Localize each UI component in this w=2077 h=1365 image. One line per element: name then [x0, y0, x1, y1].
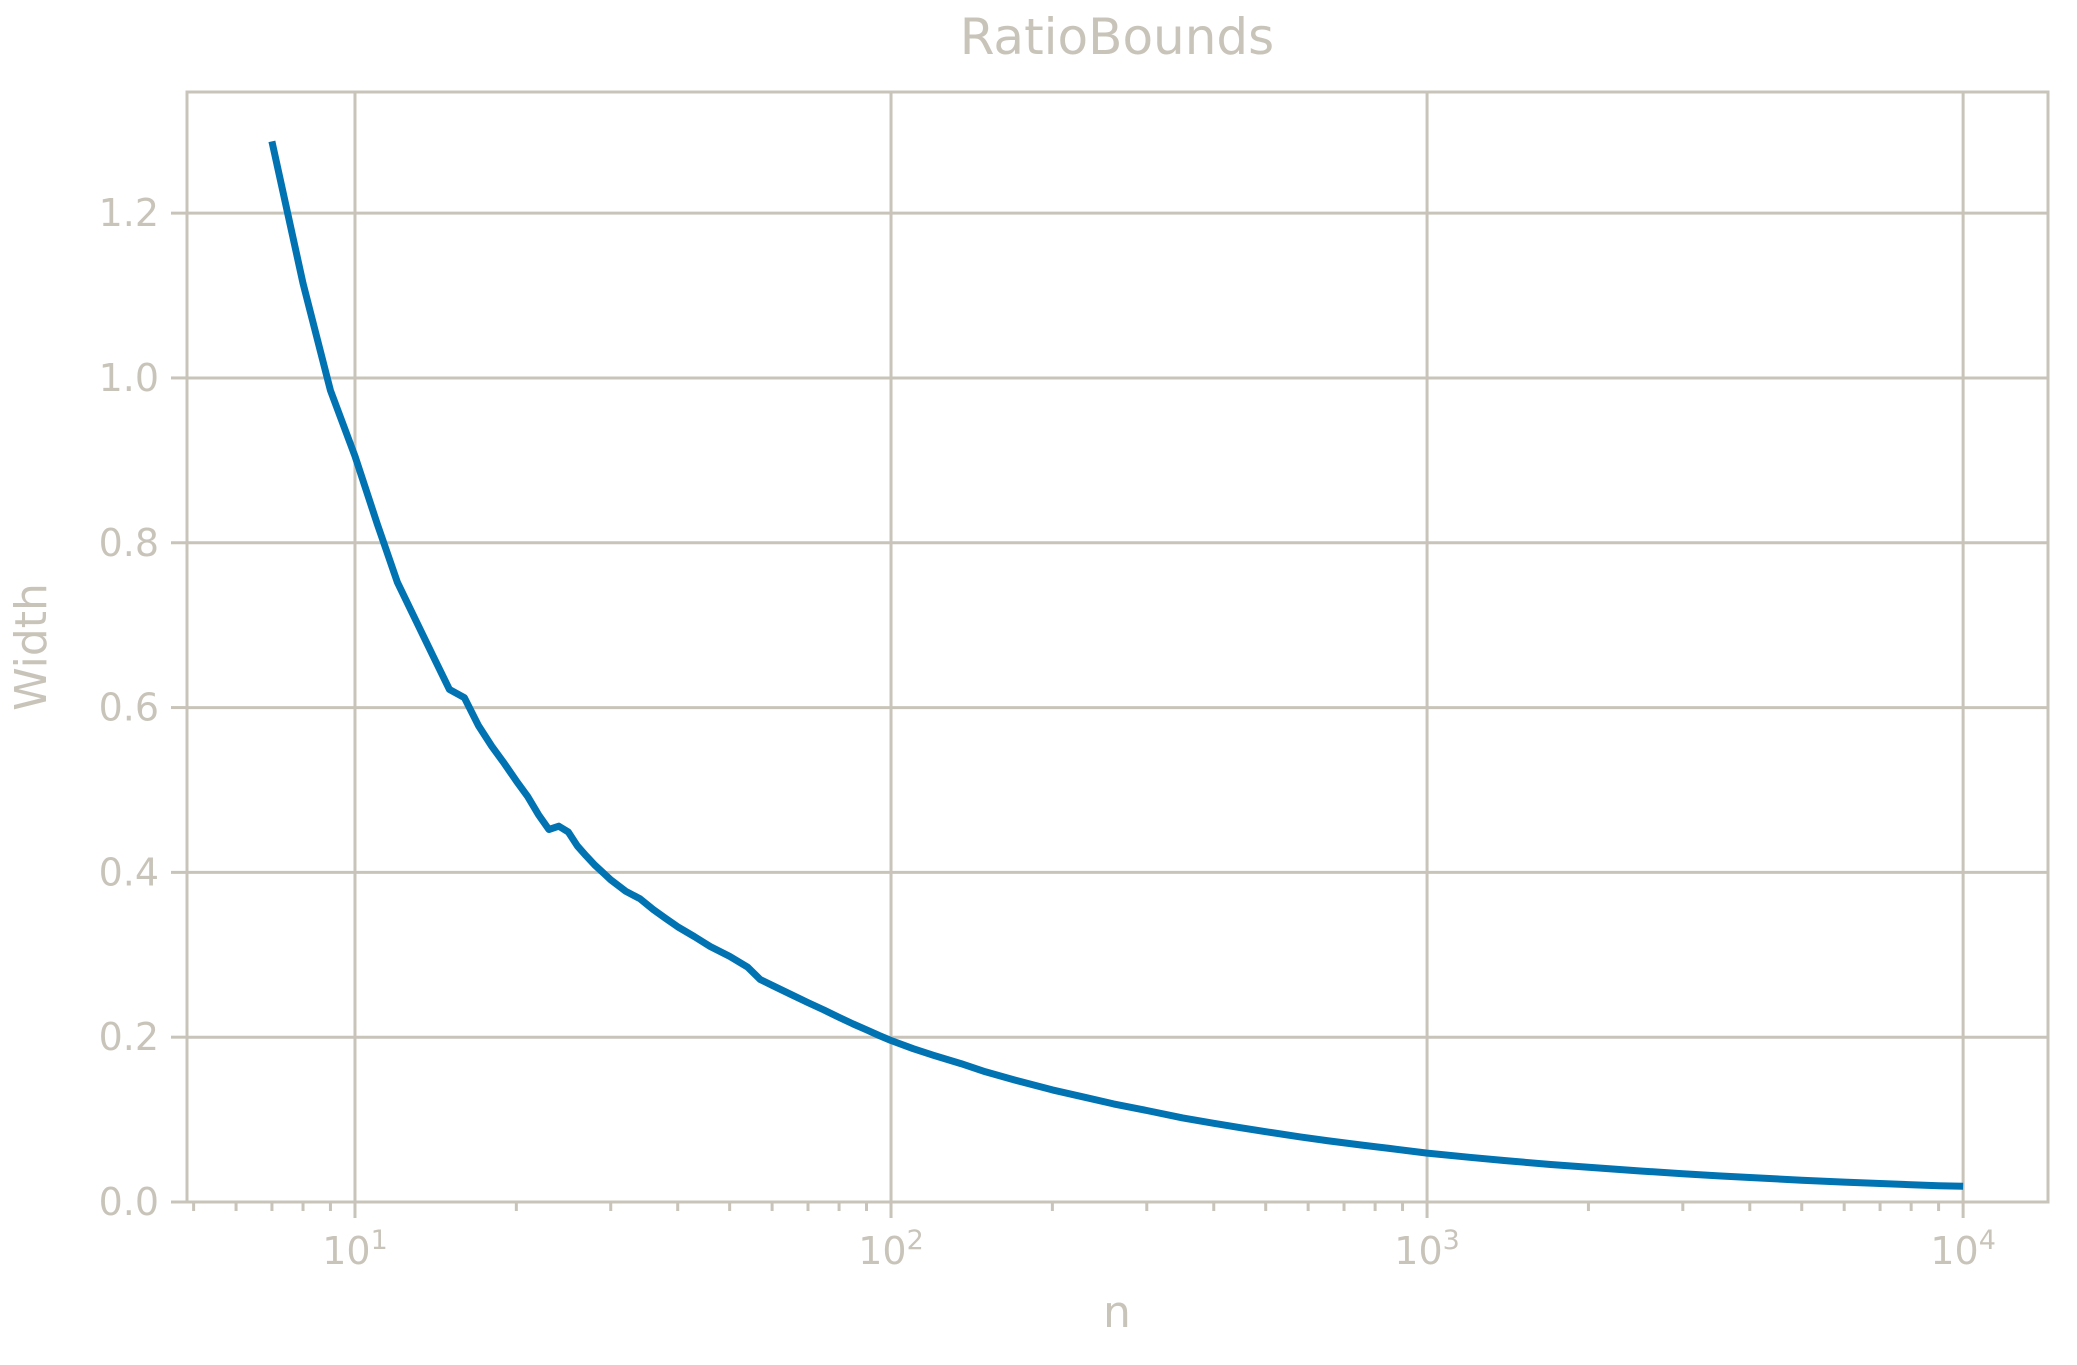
width-data-line [268, 140, 1964, 1190]
axis-ticks [171, 211, 1965, 1218]
y-tick-label: 0.2 [99, 1015, 159, 1059]
x-tick-label: 104 [1930, 1225, 1996, 1273]
x-tick-label: 103 [1394, 1225, 1460, 1273]
plot-border [185, 90, 2050, 1204]
y-tick-label: 0.6 [99, 686, 159, 730]
y-axis-title: Width [6, 583, 57, 711]
axis-tick-labels: 0.0 0.2 0.4 0.6 0.8 1.0 1.2 101 102 103 104 [99, 191, 1996, 1273]
y-tick-label: 1.0 [99, 356, 159, 400]
y-tick-label: 1.2 [99, 191, 159, 235]
gridlines [187, 92, 2048, 1204]
y-tick-label: 0.0 [99, 1180, 159, 1224]
x-axis-title: n [1103, 1287, 1131, 1338]
y-tick-label: 0.8 [99, 521, 159, 565]
y-tick-label: 0.4 [99, 850, 159, 894]
x-tick-label: 101 [322, 1225, 388, 1273]
x-tick-label: 102 [858, 1225, 924, 1273]
chart-title: RatioBounds [960, 8, 1274, 66]
